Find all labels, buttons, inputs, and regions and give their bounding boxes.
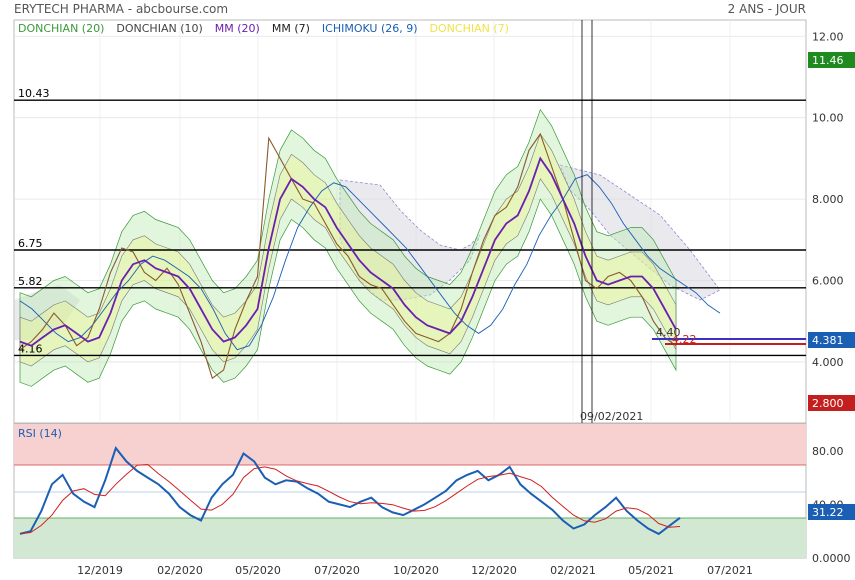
current-badge-value: 4.381	[812, 334, 844, 347]
x-tick-label: 12/2019	[77, 564, 123, 577]
mm7-line	[19, 132, 677, 380]
rsi-badge-value: 31.22	[812, 506, 844, 519]
x-axis: 12/2019 02/2020 05/2020 07/2020 10/2020 12/20…	[77, 564, 753, 577]
rsi-line	[19, 446, 681, 536]
legend-item[interactable]: DONCHIAN (10)	[116, 22, 202, 35]
ichimoku-line	[19, 174, 721, 351]
legend-item[interactable]: DONCHIAN (7)	[430, 22, 509, 35]
price-tick-label: 8.000	[812, 193, 844, 206]
low-badge-value: 2.800	[812, 397, 844, 410]
price-label-b: 4.22	[672, 333, 697, 346]
high-badge	[808, 52, 855, 68]
rsi-badge	[808, 504, 855, 520]
x-tick-label: 07/2020	[314, 564, 360, 577]
period-label[interactable]: 2 ANS - JOUR	[728, 2, 806, 16]
x-tick-label: 02/2020	[157, 564, 203, 577]
rsi-title: RSI (14)	[18, 427, 62, 440]
price-tick-label: 12.00	[812, 30, 844, 43]
rsi-oversold-zone	[14, 518, 806, 558]
mm20-line	[19, 156, 677, 347]
level-label: 6.75	[18, 237, 43, 250]
rsi-signal-line	[19, 463, 681, 535]
x-tick-label: 05/2020	[235, 564, 281, 577]
low-badge	[808, 395, 855, 411]
rsi-tick-label: 0.0000	[812, 552, 851, 565]
x-tick-label: 02/2021	[550, 564, 596, 577]
donchian-20-band	[19, 108, 677, 387]
high-badge-value: 11.46	[812, 54, 844, 67]
crosshair-date-label: 09/02/2021	[580, 410, 643, 423]
price-tick-label: 4.000	[812, 356, 844, 369]
price-axis: 12.00 10.00 8.000 6.000 4.000	[812, 30, 844, 369]
chart-title: ERYTECH PHARMA - abcbourse.com	[14, 2, 228, 16]
x-tick-label: 10/2020	[393, 564, 439, 577]
legend-item[interactable]: MM (7)	[272, 22, 310, 35]
rsi-tick-label: 80.00	[812, 445, 844, 458]
level-label: 10.43	[18, 87, 50, 100]
current-badge	[808, 332, 855, 348]
series-lines	[19, 132, 721, 380]
legend-item[interactable]: MM (20)	[215, 22, 260, 35]
x-tick-label: 12/2020	[471, 564, 517, 577]
legend-item[interactable]: ICHIMOKU (26, 9)	[322, 22, 418, 35]
price-tick-label: 6.000	[812, 275, 844, 288]
legend-item[interactable]: DONCHIAN (20)	[18, 22, 104, 35]
chart-legend: DONCHIAN (20) DONCHIAN (10) MM (20) MM (7) I…	[18, 22, 509, 35]
price-tick-label: 10.00	[812, 112, 844, 125]
level-label: 4.16	[18, 342, 43, 355]
level-lines: 10.43 6.75 5.82 4.16	[14, 87, 806, 357]
ichimoku-cloud	[14, 164, 721, 340]
x-tick-label: 07/2021	[707, 564, 753, 577]
rsi-lines	[19, 446, 681, 536]
rsi-overbought-zone	[14, 424, 806, 465]
x-tick-label: 05/2021	[628, 564, 674, 577]
price-label-a: 4.40	[656, 326, 681, 339]
level-label: 5.82	[18, 275, 43, 288]
